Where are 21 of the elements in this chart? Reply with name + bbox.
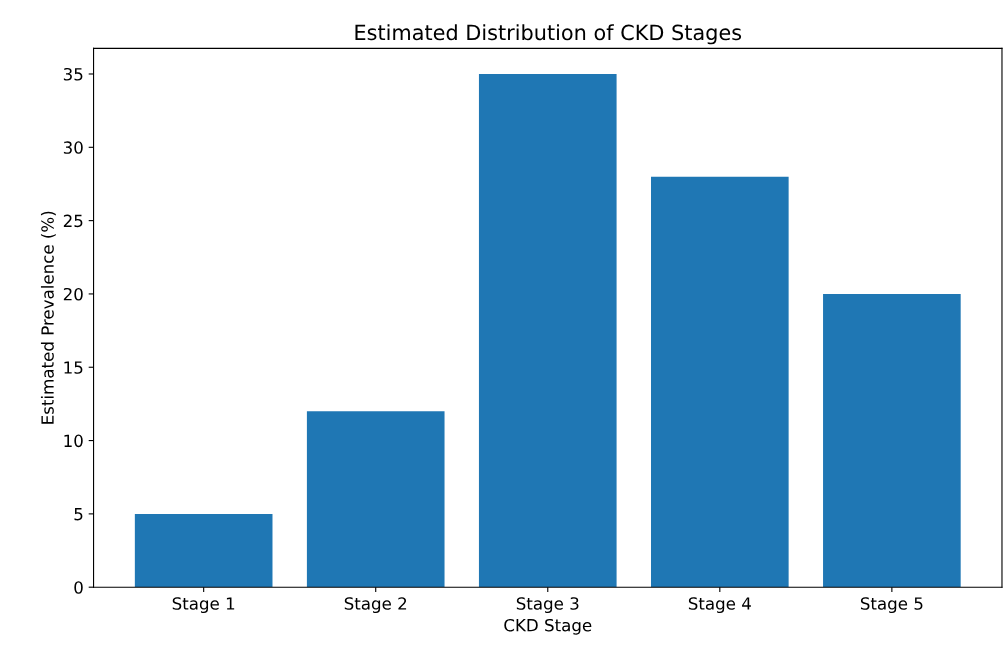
y-tick-label: 5 [74, 508, 83, 521]
y-tick-label: 30 [63, 141, 83, 154]
bar [134, 513, 273, 588]
bar [306, 411, 445, 588]
bar [478, 73, 617, 588]
y-tick-label: 10 [64, 434, 83, 448]
x-tick-label: Stage 3 [516, 597, 579, 614]
x-axis-title: CKD Stage [504, 618, 592, 635]
y-axis-title: Estimated Prevalence (%) [40, 211, 56, 424]
y-tick-label: 15 [64, 361, 83, 374]
y-tick-label: 0 [74, 581, 83, 594]
x-tick-label: Stage 4 [688, 597, 751, 614]
x-tick-label: Stage 2 [344, 597, 407, 614]
bar [823, 293, 961, 588]
bar [651, 176, 789, 588]
x-tick-label: Stage 1 [172, 597, 235, 614]
y-tick-label: 25 [63, 214, 83, 228]
y-tick-label: 20 [63, 287, 83, 301]
chart-title: Estimated Distribution of CKD Stages [355, 24, 742, 45]
x-tick-label: Stage 5 [860, 597, 923, 614]
y-tick-label: 35 [63, 67, 83, 81]
